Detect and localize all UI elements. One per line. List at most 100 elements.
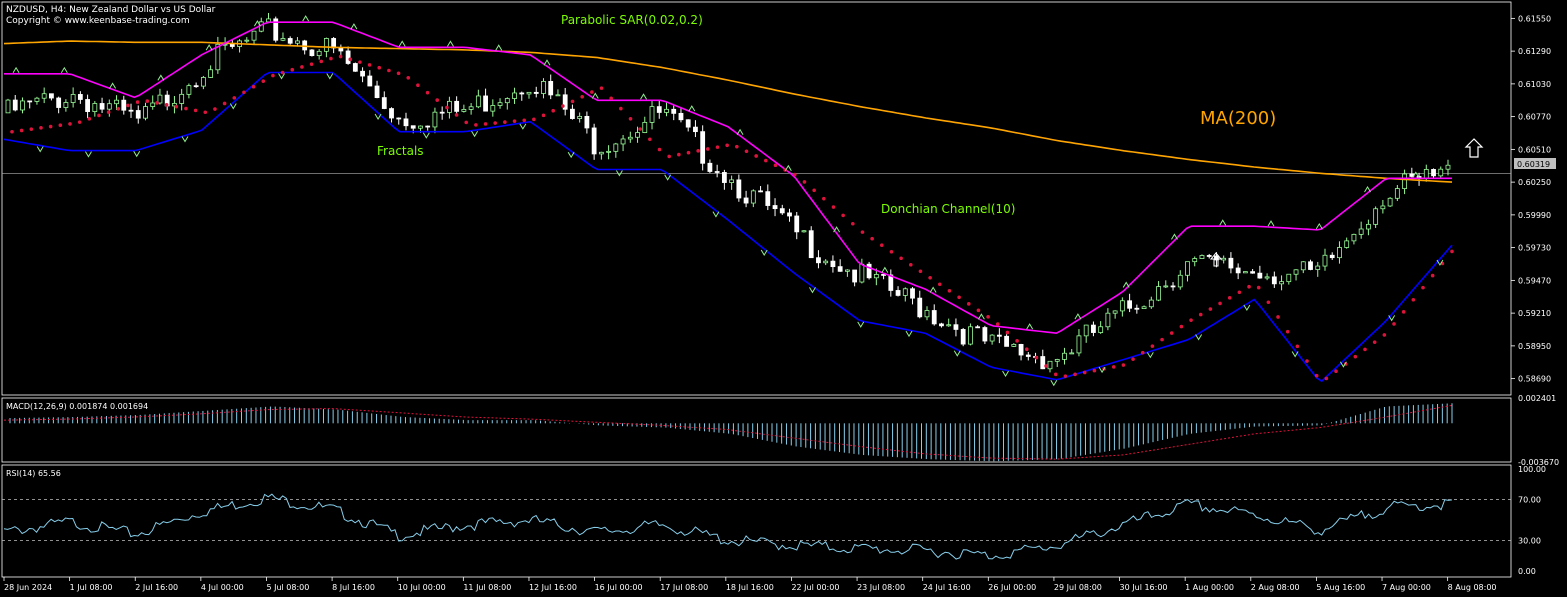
sar-dot	[1295, 344, 1300, 349]
sar-dot	[1372, 340, 1377, 344]
candle-body	[121, 99, 127, 111]
price-tick-label: 0.59210	[1518, 309, 1551, 318]
candle-body	[671, 108, 677, 114]
candle-body	[381, 97, 387, 109]
candle-body	[1199, 255, 1205, 259]
ma200-line	[3, 40, 1453, 183]
candle-body	[367, 75, 373, 87]
candle-body	[1293, 269, 1299, 275]
sar-dot	[1092, 368, 1097, 373]
sar-dot	[483, 122, 488, 126]
sar-dot	[1421, 285, 1425, 290]
candle-body	[338, 47, 344, 52]
fractal-arrow	[205, 44, 213, 51]
candle-body	[1018, 343, 1024, 356]
candle-body	[352, 63, 358, 72]
candle-body	[295, 40, 300, 44]
fractal-arrow	[36, 146, 44, 153]
candle-body	[309, 49, 315, 57]
sar-dot	[1353, 354, 1358, 359]
candle-body	[960, 329, 966, 345]
sar-dot	[1392, 322, 1396, 326]
fractal-arrow	[1122, 281, 1130, 288]
candle-body	[1091, 324, 1096, 333]
candle-body	[570, 108, 575, 119]
sar-dot	[773, 163, 778, 168]
fractal-arrow	[398, 40, 406, 47]
candle-body	[924, 310, 930, 318]
sar-dot	[1044, 364, 1048, 368]
macd-tick-label: 0.002401	[1518, 394, 1556, 403]
price-tick-label: 0.61030	[1518, 80, 1551, 89]
fractal-arrow	[591, 92, 599, 99]
sar-dot	[986, 315, 990, 319]
candle-body	[975, 326, 981, 329]
fractal-arrow	[664, 174, 672, 181]
candle-body	[627, 136, 633, 140]
rsi-tick-label: 70.00	[1518, 496, 1541, 505]
sar-dot	[1314, 373, 1319, 378]
candle-body	[1192, 258, 1198, 263]
sar-dot	[715, 145, 720, 149]
fractal-arrow	[1388, 315, 1396, 322]
candle-body	[736, 179, 742, 199]
candle-body	[49, 93, 54, 99]
candle-body	[743, 197, 749, 204]
candle-body	[823, 260, 829, 264]
candle-body	[562, 94, 568, 110]
time-tick-label: 29 Jul 08:00	[1054, 583, 1102, 592]
candle-body	[844, 269, 850, 272]
candle-body	[56, 97, 62, 108]
candle-body	[1206, 255, 1212, 257]
candle-body	[490, 105, 496, 112]
fractal-arrow	[784, 164, 792, 171]
candle-body	[1177, 274, 1183, 288]
sar-dot	[599, 86, 604, 90]
candle-body	[410, 125, 416, 129]
candle-body	[475, 95, 481, 108]
candle-body	[917, 297, 923, 318]
sar-dot	[1285, 329, 1290, 334]
candle-body	[1279, 281, 1284, 285]
sar-dot	[870, 236, 874, 241]
sar-dot	[445, 105, 449, 110]
fractal-arrow	[1364, 186, 1371, 193]
candle-body	[280, 38, 286, 41]
candle-body	[939, 323, 944, 327]
candle-body	[5, 99, 11, 114]
time-tick-label: 2 Aug 08:00	[1251, 583, 1300, 592]
sar-dot	[503, 120, 507, 124]
sar-dot	[1401, 310, 1406, 314]
time-tick-label: 18 Jul 16:00	[726, 583, 774, 592]
candle-body	[931, 310, 937, 325]
fractal-arrow	[1339, 361, 1347, 368]
candle-body	[27, 100, 33, 103]
up-arrow-icon	[1464, 138, 1484, 158]
sar-dot	[561, 104, 565, 108]
panel-frames	[1, 1, 1512, 578]
candle-body	[1069, 352, 1075, 355]
candle-body	[186, 85, 192, 95]
sar-dot	[706, 147, 710, 151]
candle-body	[1040, 356, 1046, 370]
candle-body	[1004, 335, 1009, 347]
sar-dot	[1063, 374, 1068, 378]
candle-body	[1329, 254, 1335, 259]
fractal-arrow	[1098, 366, 1106, 374]
candle-body	[678, 112, 684, 121]
price-tick-label: 0.58950	[1518, 342, 1551, 351]
candle-body	[1105, 312, 1111, 328]
candle-body	[1373, 208, 1379, 225]
sar-dot	[812, 188, 816, 193]
candle-body	[316, 50, 322, 57]
fractal-arrow	[615, 170, 623, 177]
price-tick-label: 0.60250	[1518, 178, 1551, 187]
time-tick-label: 12 Jul 16:00	[529, 583, 577, 592]
candle-body	[1134, 307, 1140, 310]
sar-dot	[831, 205, 836, 209]
candle-body	[1112, 310, 1118, 314]
candle-body	[548, 81, 554, 96]
sar-dot	[667, 154, 671, 159]
sar-dot	[193, 108, 198, 113]
candle-body	[63, 102, 69, 108]
